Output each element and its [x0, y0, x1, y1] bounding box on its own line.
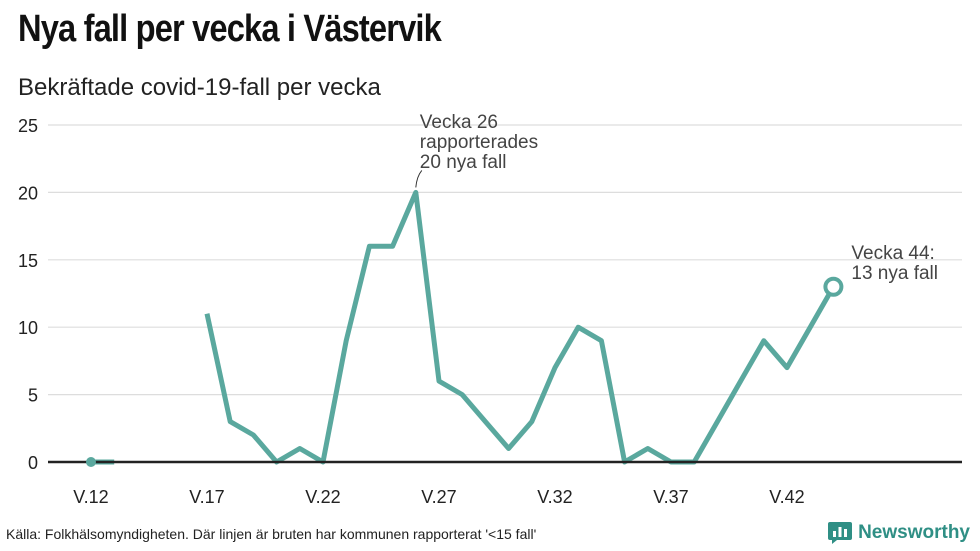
y-tick-label: 10	[18, 318, 38, 338]
annotation-line: Vecka 26	[420, 112, 498, 133]
annotation-line: Vecka 44:	[851, 243, 934, 264]
chart-annotation: Vecka 26 rapporterades 20 nya fall	[420, 112, 538, 173]
y-tick-label: 5	[28, 386, 38, 406]
series-line	[204, 189, 836, 465]
annotation-line: rapporterades	[420, 132, 538, 153]
x-tick-label: V.37	[653, 487, 688, 507]
start-point-marker	[86, 457, 96, 467]
chart-subtitle: Bekräftade covid-19-fall per vecka	[18, 74, 381, 101]
page-title: Nya fall per vecka i Västervik	[18, 8, 442, 50]
brand-name: Newsworthy	[858, 522, 970, 543]
x-tick-label: V.32	[537, 487, 572, 507]
x-tick-label: V.27	[421, 487, 456, 507]
end-point-marker	[823, 276, 844, 297]
x-tick-label: V.17	[189, 487, 224, 507]
x-tick-label: V.42	[769, 487, 804, 507]
y-tick-label: 15	[18, 251, 38, 271]
x-tick-label: V.22	[305, 487, 340, 507]
y-tick-label: 25	[18, 116, 38, 136]
brand-logo: Newsworthy	[828, 522, 970, 544]
annotation-line: 20 nya fall	[420, 152, 507, 173]
chart-annotation: Vecka 44: 13 nya fall	[851, 243, 938, 284]
x-tick-label: V.12	[73, 487, 108, 507]
annotation-line: 13 nya fall	[851, 263, 938, 284]
y-tick-label: 20	[18, 183, 38, 203]
annotation-connector	[415, 170, 423, 188]
source-note: Källa: Folkhälsomyndigheten. Där linjen …	[6, 526, 537, 542]
y-tick-label: 0	[28, 453, 38, 473]
newsworthy-icon	[828, 522, 853, 544]
